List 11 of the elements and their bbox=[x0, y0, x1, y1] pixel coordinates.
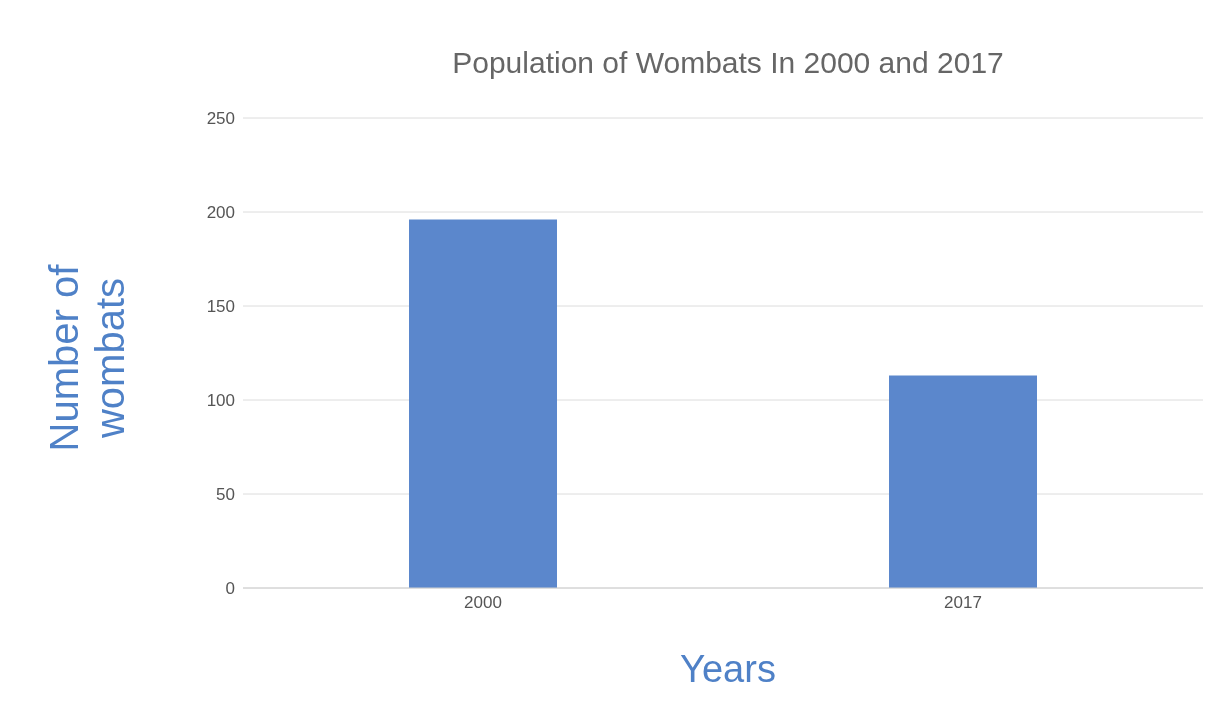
y-tick-label: 150 bbox=[206, 297, 235, 317]
x-axis-title: Years bbox=[679, 648, 777, 691]
y-tick-label: 250 bbox=[206, 109, 235, 129]
x-tick-label: 2000 bbox=[464, 593, 502, 613]
y-tick-label: 100 bbox=[206, 391, 235, 411]
x-tick-label: 2017 bbox=[944, 593, 982, 613]
chart-title: Population of Wombats In 2000 and 2017 bbox=[451, 46, 1005, 80]
y-axis-title: Number of wombats bbox=[41, 263, 132, 454]
y-tick-label: 50 bbox=[216, 485, 235, 505]
y-tick-label: 0 bbox=[225, 579, 235, 599]
y-tick-label: 200 bbox=[206, 203, 235, 223]
